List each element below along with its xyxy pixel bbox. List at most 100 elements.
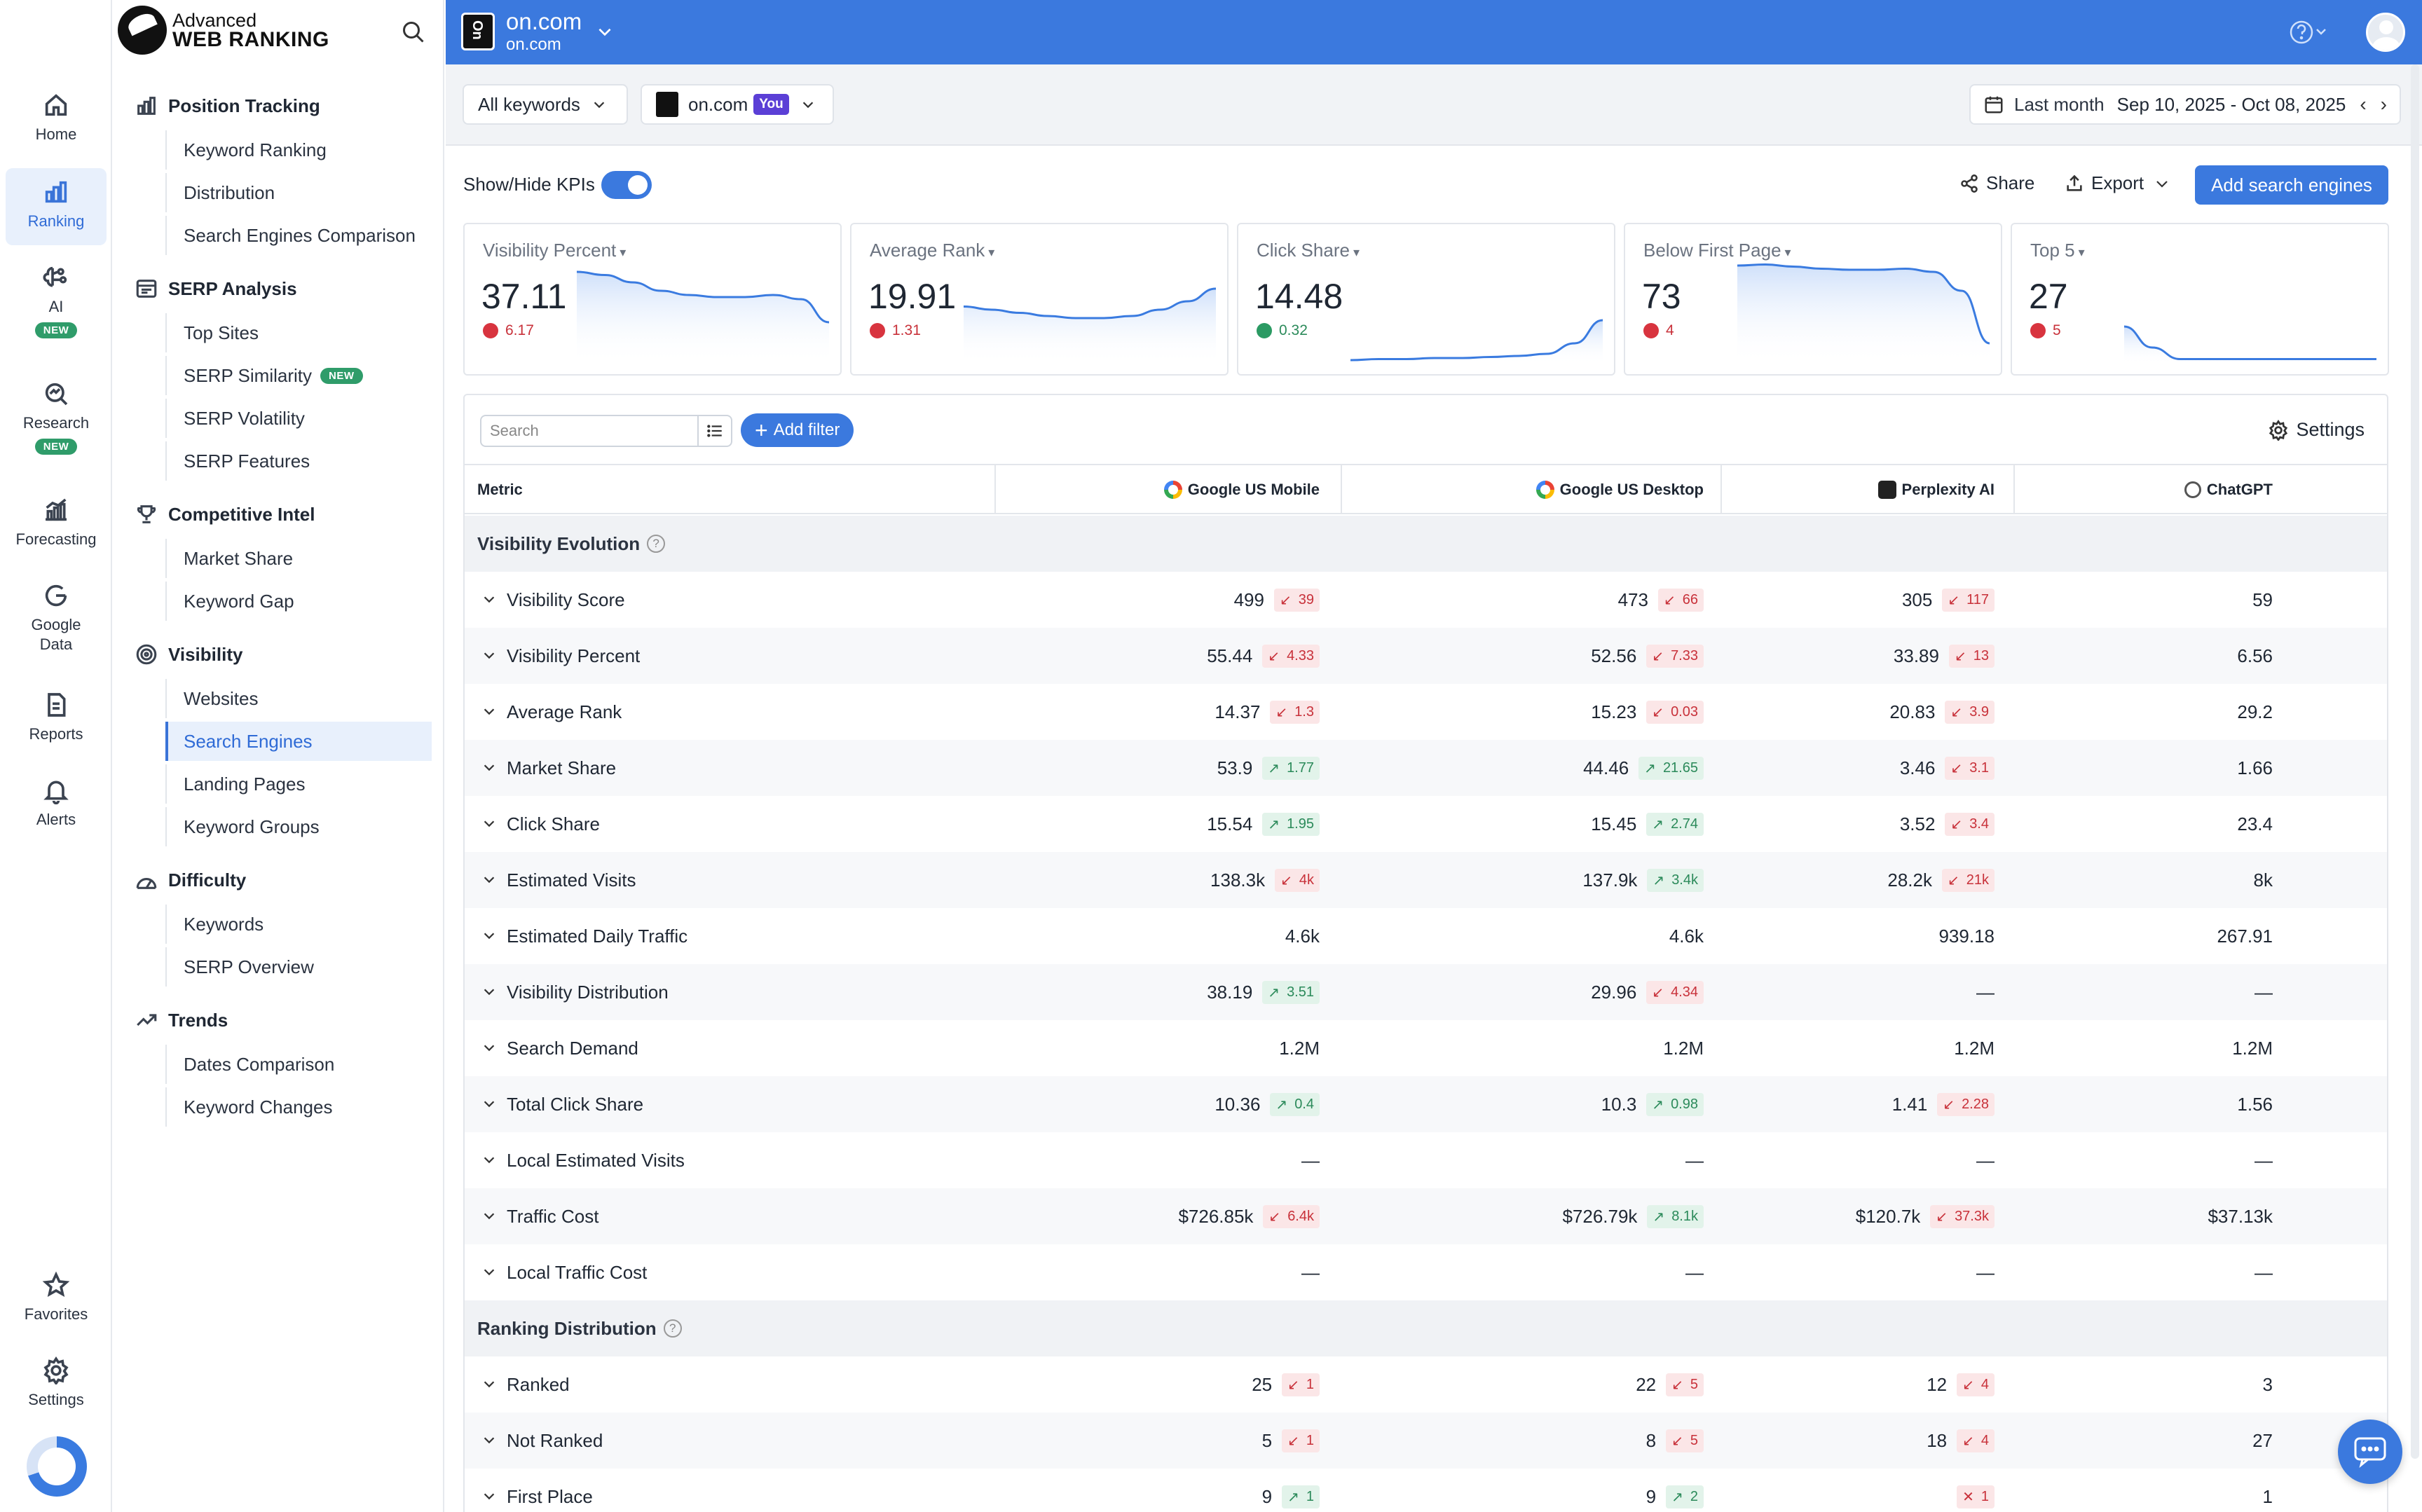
kpi-card-average-rank[interactable]: Average Rank 19.91 1.31 xyxy=(850,223,1229,376)
kpi-title[interactable]: Top 5 xyxy=(2030,240,2085,261)
table-row[interactable]: Click Share 15.54 ↗ 1.95 15.45 ↗ 2.74 3.52 ↙ 3.4 2… xyxy=(465,796,2387,852)
chevron-down-icon[interactable] xyxy=(481,1376,497,1391)
subnav-item-keyword-changes[interactable]: Keyword Changes xyxy=(165,1087,432,1127)
chevron-down-icon[interactable] xyxy=(481,928,497,943)
rail-item-ai[interactable]: AI NEW xyxy=(6,254,107,359)
table-row[interactable]: Ranked 25 ↙ 1 22 ↙ 5 12 ↙ 4 3 xyxy=(465,1356,2387,1413)
subnav-item-serp-similarity[interactable]: SERP Similarity NEW xyxy=(165,356,432,395)
kpi-card-click-share[interactable]: Click Share 14.48 0.32 xyxy=(1237,223,1615,376)
chevron-down-icon[interactable] xyxy=(481,1040,497,1055)
project-title[interactable]: on.com xyxy=(506,8,582,34)
rail-item-reports[interactable]: Reports xyxy=(6,681,107,758)
table-row[interactable]: Visibility Score 499 ↙ 39 473 ↙ 66 305 ↙ 117 59 xyxy=(465,572,2387,628)
table-row[interactable]: Local Traffic Cost — — — — xyxy=(465,1244,2387,1300)
chevron-down-icon[interactable] xyxy=(481,1208,497,1223)
prev-period-icon[interactable]: ‹ xyxy=(2360,93,2367,115)
kpi-card-visibility-percent[interactable]: Visibility Percent 37.11 6.17 xyxy=(463,223,842,376)
rail-item-settings[interactable]: Settings xyxy=(6,1347,107,1424)
rail-item-home[interactable]: Home xyxy=(6,81,107,158)
help-icon[interactable] xyxy=(2289,18,2331,46)
chevron-down-icon[interactable] xyxy=(481,703,497,719)
support-chat-button[interactable] xyxy=(2338,1420,2402,1484)
table-row[interactable]: Local Estimated Visits — — — — xyxy=(465,1132,2387,1188)
rail-item-forecasting[interactable]: Forecasting xyxy=(6,486,107,563)
subnav-item-dates-comparison[interactable]: Dates Comparison xyxy=(165,1045,432,1084)
table-row[interactable]: Visibility Distribution 38.19 ↗ 3.51 29.96 ↙ 4… xyxy=(465,964,2387,1020)
rail-item-research[interactable]: Research NEW xyxy=(6,370,107,475)
subnav-item-search-engines[interactable]: Search Engines xyxy=(165,722,432,761)
table-row[interactable]: Estimated Daily Traffic 4.6k 4.6k 939.18 267… xyxy=(465,908,2387,964)
subnav-item-top-sites[interactable]: Top Sites xyxy=(165,313,432,352)
chevron-down-icon[interactable] xyxy=(481,1432,497,1448)
chevron-down-icon[interactable] xyxy=(481,1096,497,1111)
rail-item-alerts[interactable]: Alerts xyxy=(6,767,107,844)
export-button[interactable]: Export xyxy=(2065,172,2170,194)
table-row[interactable]: Total Click Share 10.36 ↗ 0.4 10.3 ↗ 0.98 1.41 ↙… xyxy=(465,1076,2387,1132)
subnav-item-keyword-groups[interactable]: Keyword Groups xyxy=(165,807,432,846)
add-filter-button[interactable]: + Add filter xyxy=(741,413,854,447)
usage-donut-icon[interactable] xyxy=(27,1436,87,1497)
subnav-item-serp-overview[interactable]: SERP Overview xyxy=(165,947,432,987)
table-row[interactable]: Market Share 53.9 ↗ 1.77 44.46 ↗ 21.65 3.46 ↙ 3.1… xyxy=(465,740,2387,796)
date-range-picker[interactable]: Last month Sep 10, 2025 - Oct 08, 2025 ‹… xyxy=(1969,84,2401,125)
table-row[interactable]: Traffic Cost $726.85k ↙ 6.4k $726.79k ↗ 8.1k $1… xyxy=(465,1188,2387,1244)
chevron-down-icon[interactable] xyxy=(481,872,497,887)
subnav-item-serp-volatility[interactable]: SERP Volatility xyxy=(165,399,432,438)
kpi-card-top-5[interactable]: Top 5 27 5 xyxy=(2011,223,2389,376)
subnav-section-competitive-intel[interactable]: Competitive Intel xyxy=(135,502,315,526)
chevron-down-icon[interactable] xyxy=(481,1264,497,1279)
chevron-down-icon[interactable] xyxy=(481,760,497,775)
kpi-title[interactable]: Below First Page xyxy=(1643,240,1791,261)
share-button[interactable]: Share xyxy=(1959,172,2034,194)
rail-item-favorites[interactable]: Favorites xyxy=(6,1261,107,1338)
page-scrollbar[interactable] xyxy=(2411,64,2419,1459)
table-row[interactable]: Estimated Visits 138.3k ↙ 4k 137.9k ↗ 3.4k 28.2… xyxy=(465,852,2387,908)
help-icon[interactable]: ? xyxy=(663,1319,682,1338)
column-header-google-us-desktop[interactable]: Google US Desktop xyxy=(1535,465,1704,514)
kpi-title[interactable]: Average Rank xyxy=(870,240,994,261)
subnav-item-keyword-ranking[interactable]: Keyword Ranking xyxy=(165,130,432,170)
help-icon[interactable]: ? xyxy=(647,535,666,553)
subnav-item-landing-pages[interactable]: Landing Pages xyxy=(165,764,432,804)
brand-logo[interactable]: Advanced WEB RANKING xyxy=(118,6,329,55)
table-search-input[interactable] xyxy=(480,415,699,447)
search-icon[interactable] xyxy=(401,20,426,45)
subnav-item-websites[interactable]: Websites xyxy=(165,679,432,718)
keywords-filter-dropdown[interactable]: All keywords xyxy=(463,84,628,125)
add-search-engines-button[interactable]: Add search engines xyxy=(2195,165,2388,205)
subnav-section-trends[interactable]: Trends xyxy=(135,1008,228,1032)
subnav-item-serp-features[interactable]: SERP Features xyxy=(165,441,432,481)
user-avatar[interactable] xyxy=(2366,13,2405,52)
subnav-section-difficulty[interactable]: Difficulty xyxy=(135,868,246,892)
column-header-google-us-mobile[interactable]: Google US Mobile xyxy=(1163,465,1320,514)
site-filter-dropdown[interactable]: on.com You xyxy=(641,84,834,125)
table-row[interactable]: Search Demand 1.2M 1.2M 1.2M 1.2M xyxy=(465,1020,2387,1076)
subnav-item-keywords[interactable]: Keywords xyxy=(165,905,432,944)
table-row[interactable]: First Place 9 ↗ 1 9 ↗ 2 ✕ 1 1 xyxy=(465,1469,2387,1512)
kpi-toggle-switch[interactable] xyxy=(601,171,652,199)
column-header-chatgpt[interactable]: ChatGPT xyxy=(2184,465,2273,514)
subnav-item-keyword-gap[interactable]: Keyword Gap xyxy=(165,582,432,621)
subnav-item-distribution[interactable]: Distribution xyxy=(165,173,432,212)
subnav-section-visibility[interactable]: Visibility xyxy=(135,642,242,666)
chevron-down-icon[interactable] xyxy=(481,1488,497,1504)
kpi-title[interactable]: Click Share xyxy=(1257,240,1360,261)
subnav-section-serp-analysis[interactable]: SERP Analysis xyxy=(135,277,297,301)
subnav-item-search-engines-comparison[interactable]: Search Engines Comparison xyxy=(165,216,432,255)
subnav-section-position-tracking[interactable]: Position Tracking xyxy=(135,94,320,118)
rail-item-google-data[interactable]: Google Data xyxy=(6,572,107,670)
column-header-perplexity-ai[interactable]: Perplexity AI xyxy=(1877,465,1995,514)
table-row[interactable]: Average Rank 14.37 ↙ 1.3 15.23 ↙ 0.03 20.83 ↙ 3.9… xyxy=(465,684,2387,740)
chevron-down-icon[interactable] xyxy=(481,984,497,999)
next-period-icon[interactable]: › xyxy=(2380,93,2387,115)
chevron-down-icon[interactable] xyxy=(596,22,614,41)
chevron-down-icon[interactable] xyxy=(481,591,497,607)
table-row[interactable]: Not Ranked 5 ↙ 1 8 ↙ 5 18 ↙ 4 27 xyxy=(465,1413,2387,1469)
table-settings-button[interactable]: Settings xyxy=(2268,419,2365,441)
chevron-down-icon[interactable] xyxy=(481,1152,497,1167)
table-row[interactable]: Visibility Percent 55.44 ↙ 4.33 52.56 ↙ 7.33 33… xyxy=(465,628,2387,684)
chevron-down-icon[interactable] xyxy=(481,647,497,663)
rail-item-ranking[interactable]: Ranking xyxy=(6,168,107,245)
chevron-down-icon[interactable] xyxy=(481,816,497,831)
kpi-card-below-first-page[interactable]: Below First Page 73 4 xyxy=(1624,223,2002,376)
